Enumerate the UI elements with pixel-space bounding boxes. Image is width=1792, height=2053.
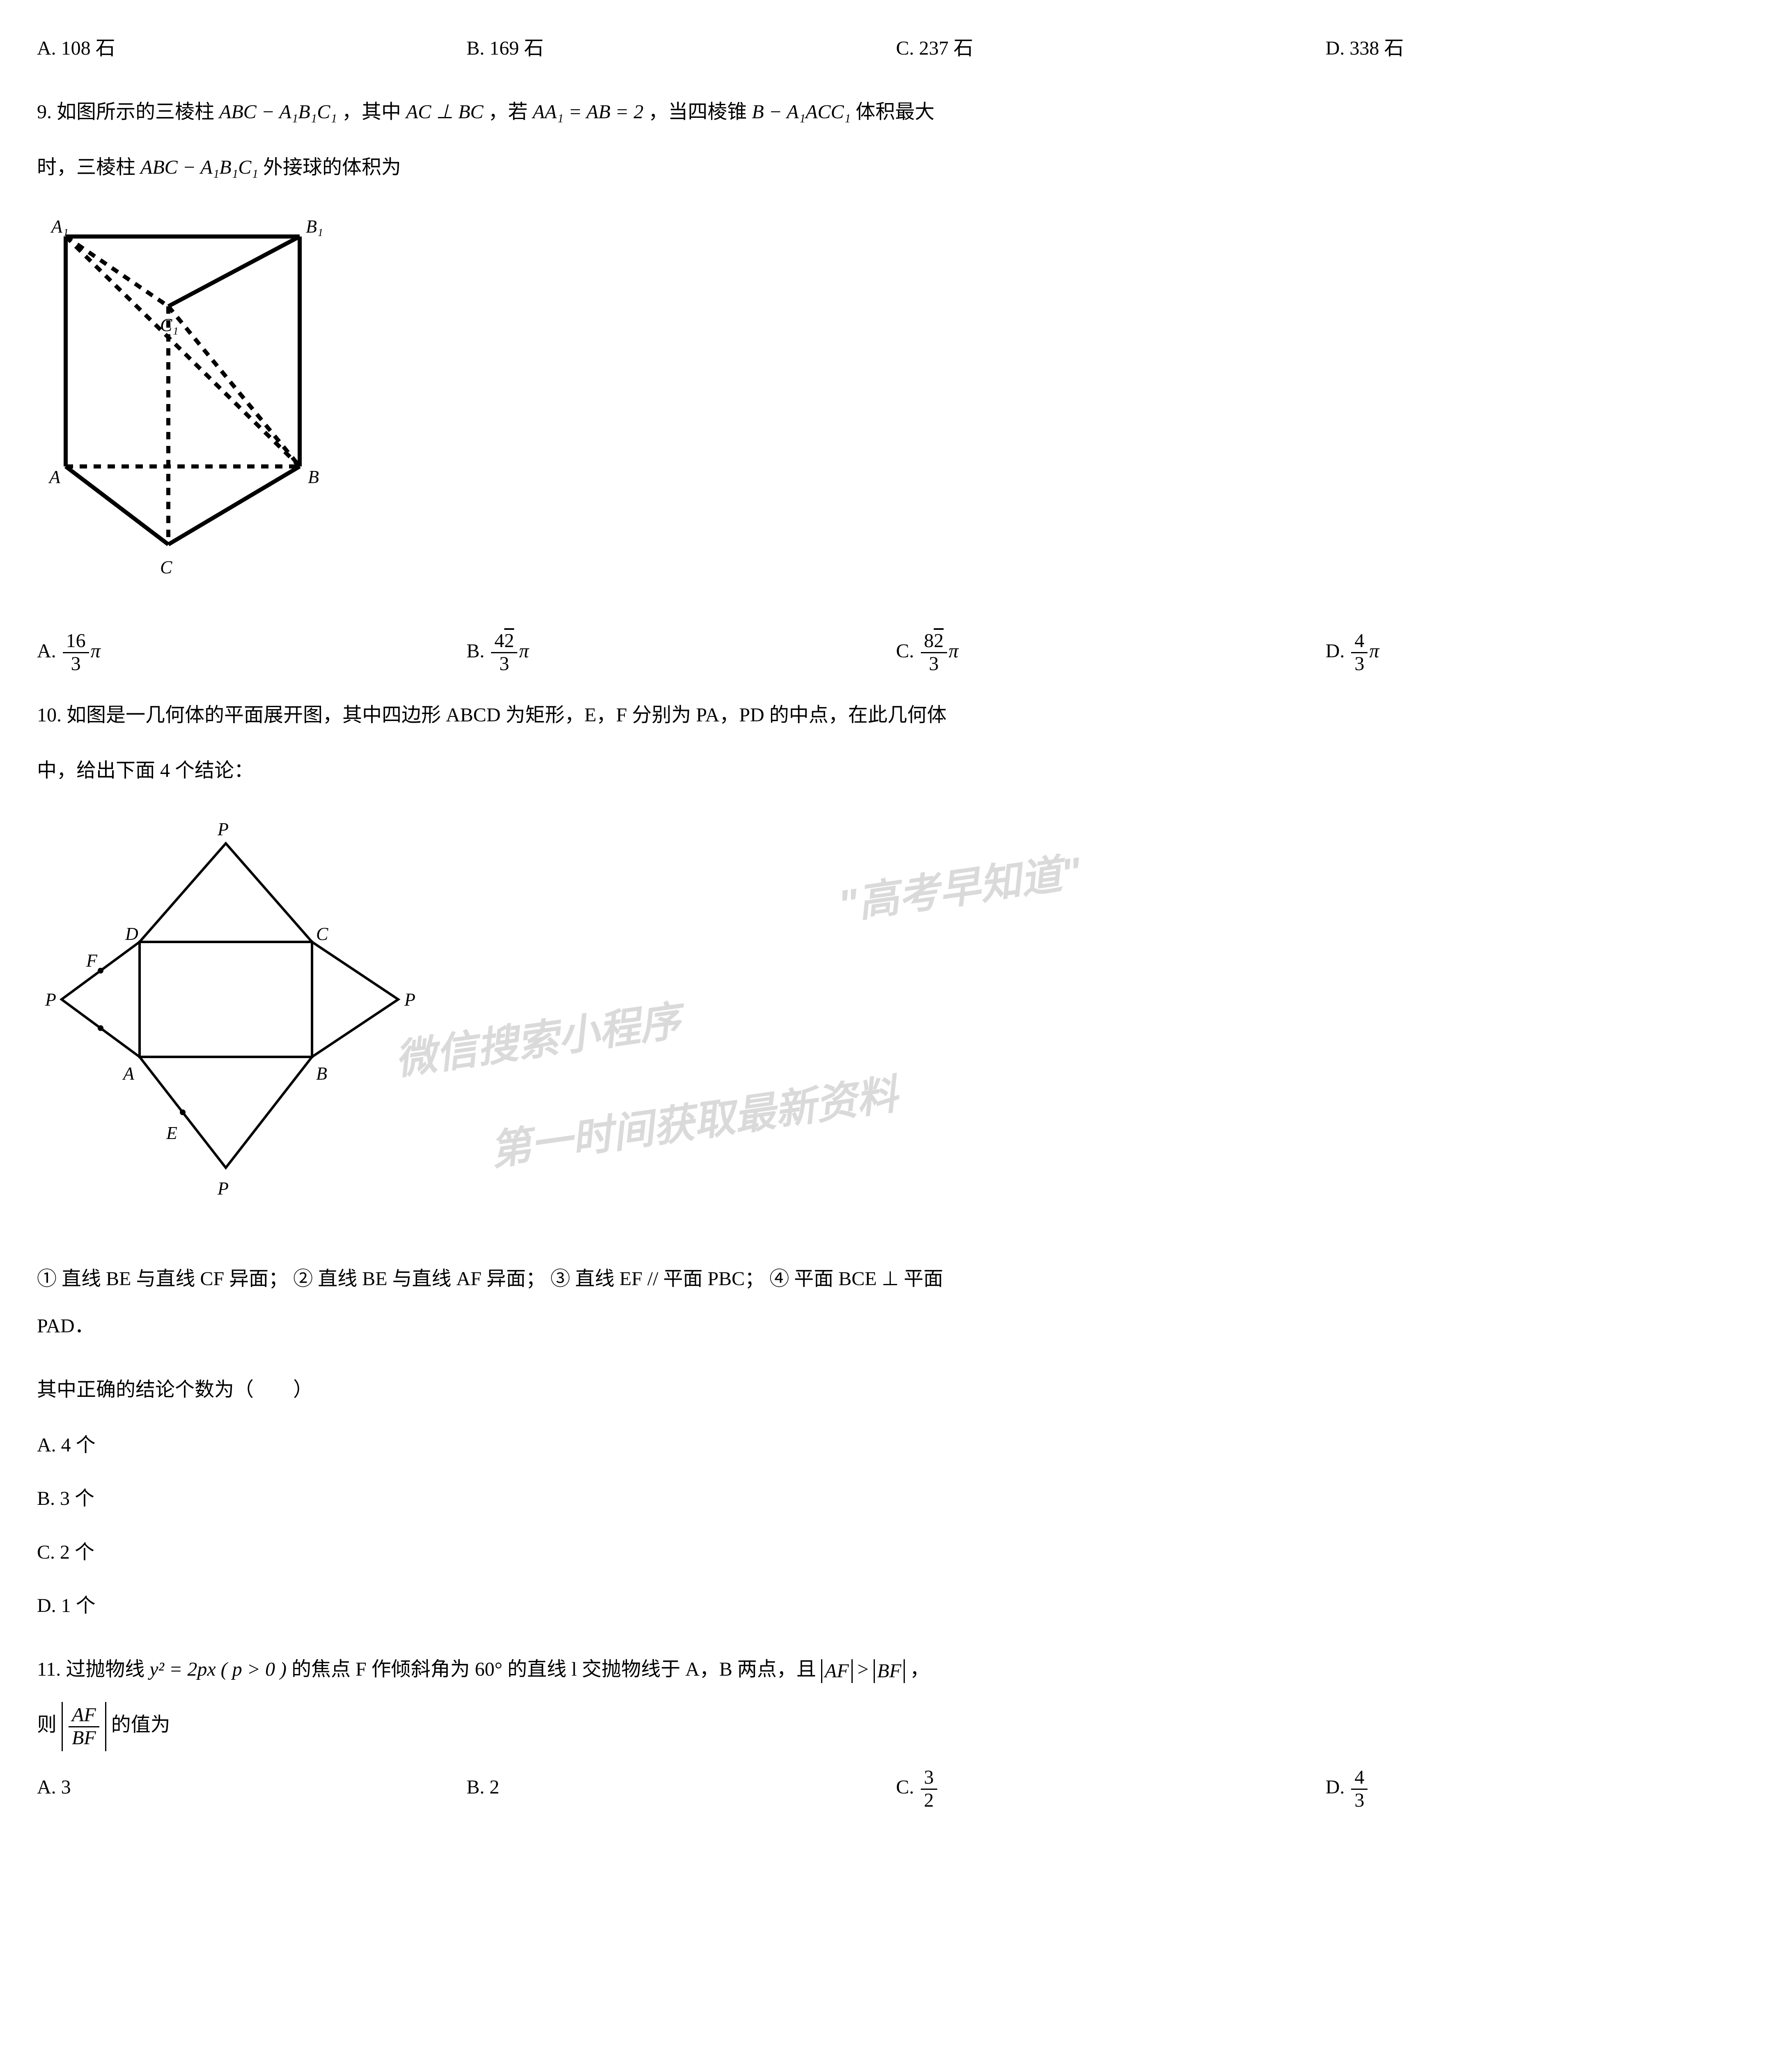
q11-pre: 11. 过抛物线 bbox=[37, 1658, 149, 1680]
q10-s3: ③ 直线 EF // 平面 PBC； bbox=[551, 1268, 764, 1290]
q9-opt-a: A. 163π bbox=[37, 627, 466, 675]
q10-line2: 中，给出下面 4 个结论： bbox=[37, 747, 1755, 794]
q8-opt-b: B. 169 石 bbox=[466, 25, 896, 72]
q8-options: A. 108 石 B. 169 石 C. 237 石 D. 338 石 bbox=[37, 25, 1755, 72]
q9-eq: AA₁ = AB = 2 bbox=[532, 101, 643, 123]
q8-opt-d: D. 338 石 bbox=[1326, 25, 1755, 72]
q9-mid3: ，当四棱锥 bbox=[648, 101, 752, 123]
q9-mid2: ，若 bbox=[488, 101, 532, 123]
q11-l2-post: 的值为 bbox=[111, 1714, 170, 1736]
q9-opt-b: B. 423π bbox=[466, 627, 896, 675]
svg-text:C: C bbox=[316, 924, 328, 944]
q10-s1: ① 直线 BE 与直线 CF 异面； bbox=[37, 1255, 288, 1302]
q10-statements: ① 直线 BE 与直线 CF 异面； ② 直线 BE 与直线 AF 异面； ③ … bbox=[37, 1255, 1755, 1302]
q9-text: 9. 如图所示的三棱柱 ABC − A₁B₁C₁ ，其中 AC ⊥ BC ，若 … bbox=[37, 88, 1755, 135]
q10-opt-a: A. 4 个 bbox=[37, 1421, 1755, 1469]
svg-text:D: D bbox=[125, 924, 138, 944]
q10-figure: P P P P D C A B F E bbox=[37, 806, 1755, 1242]
q11-frac-abs: AFBF bbox=[62, 1702, 106, 1752]
q11-mid1: 的焦点 F 作倾斜角为 60° 的直线 l 交抛物线于 A，B 两点，且 bbox=[291, 1658, 821, 1680]
q9-opt-c: C. 823π bbox=[896, 627, 1326, 675]
q11-l2-pre: 则 bbox=[37, 1714, 62, 1736]
q8-opt-c: C. 237 石 bbox=[896, 25, 1326, 72]
svg-text:F: F bbox=[86, 951, 98, 971]
q10-opt-b: B. 3 个 bbox=[37, 1475, 1755, 1522]
q9-l2-post: 外接球的体积为 bbox=[263, 156, 401, 178]
q8-opt-a: A. 108 石 bbox=[37, 25, 466, 72]
q10-s2: ② 直线 BE 与直线 AF 异面； bbox=[293, 1268, 546, 1290]
svg-text:A: A bbox=[122, 1063, 135, 1084]
q11-text: 11. 过抛物线 y² = 2px ( p > 0 ) 的焦点 F 作倾斜角为 … bbox=[37, 1646, 1755, 1693]
q11-line2: 则 AFBF 的值为 bbox=[37, 1701, 1755, 1751]
q9-options: A. 163π B. 423π C. 823π D. 43π bbox=[37, 627, 1755, 675]
q9-label-c1: C₁ bbox=[160, 315, 179, 335]
q9-label-a: A bbox=[48, 467, 61, 487]
q9-figure: A₁ B₁ C₁ A B C bbox=[37, 204, 1755, 615]
q9-line2: 时，三棱柱 ABC − A₁B₁C₁ 外接球的体积为 bbox=[37, 144, 1755, 191]
q9-opt-d: D. 43π bbox=[1326, 627, 1755, 675]
q11-abs2: BF bbox=[874, 1659, 905, 1683]
q10-ask: 其中正确的结论个数为（ ） bbox=[37, 1366, 1755, 1413]
q10-options: A. 4 个 B. 3 个 C. 2 个 D. 1 个 bbox=[37, 1421, 1755, 1629]
q9-label-a1: A₁ bbox=[50, 216, 69, 237]
q11-gt: > bbox=[858, 1658, 874, 1680]
q11-opt-a: A. 3 bbox=[37, 1764, 466, 1811]
q11-end: ， bbox=[910, 1658, 929, 1680]
svg-text:P: P bbox=[217, 1178, 229, 1199]
q9-mid4: 体积最大 bbox=[856, 101, 934, 123]
q11-options: A. 3 B. 2 C. 32 D. 43 bbox=[37, 1764, 1755, 1811]
q9-pyramid: B − A₁ACC₁ bbox=[752, 101, 851, 123]
q10-line1: 10. 如图是一几何体的平面展开图，其中四边形 ABCD 为矩形，E，F 分别为… bbox=[37, 691, 1755, 739]
q9-label-b: B bbox=[308, 467, 319, 487]
svg-text:B: B bbox=[316, 1063, 327, 1084]
q11-eq: y² = 2px ( p > 0 ) bbox=[149, 1658, 287, 1680]
q10-opt-c: C. 2 个 bbox=[37, 1529, 1755, 1576]
svg-text:P: P bbox=[45, 990, 56, 1010]
q9-perp: AC ⊥ BC bbox=[406, 101, 483, 123]
q11-opt-d: D. 43 bbox=[1326, 1764, 1755, 1811]
q9-label-b1: B₁ bbox=[306, 216, 323, 237]
q9-mid1: ，其中 bbox=[342, 101, 406, 123]
q10-s-line2: PAD． bbox=[37, 1302, 1755, 1350]
svg-text:E: E bbox=[166, 1123, 177, 1143]
q9-label-c: C bbox=[160, 557, 172, 577]
q10-figure-container: "高考早知道" 微信搜索小程序 第一时间获取最新资料 P P P P D C A bbox=[37, 806, 1755, 1242]
svg-text:P: P bbox=[404, 990, 415, 1010]
q9-pre: 9. 如图所示的三棱柱 bbox=[37, 101, 219, 123]
q11-abs1: AF bbox=[821, 1659, 853, 1683]
q9-prism: ABC − A₁B₁C₁ bbox=[219, 101, 337, 123]
q9-l2-pre: 时，三棱柱 bbox=[37, 156, 140, 178]
q10-s4: ④ 平面 BCE ⊥ 平面 bbox=[769, 1268, 943, 1290]
q11-opt-b: B. 2 bbox=[466, 1764, 896, 1811]
svg-text:P: P bbox=[217, 819, 229, 839]
q10-opt-d: D. 1 个 bbox=[37, 1582, 1755, 1629]
q11-opt-c: C. 32 bbox=[896, 1764, 1326, 1811]
q9-prism2: ABC − A₁B₁C₁ bbox=[140, 156, 258, 178]
